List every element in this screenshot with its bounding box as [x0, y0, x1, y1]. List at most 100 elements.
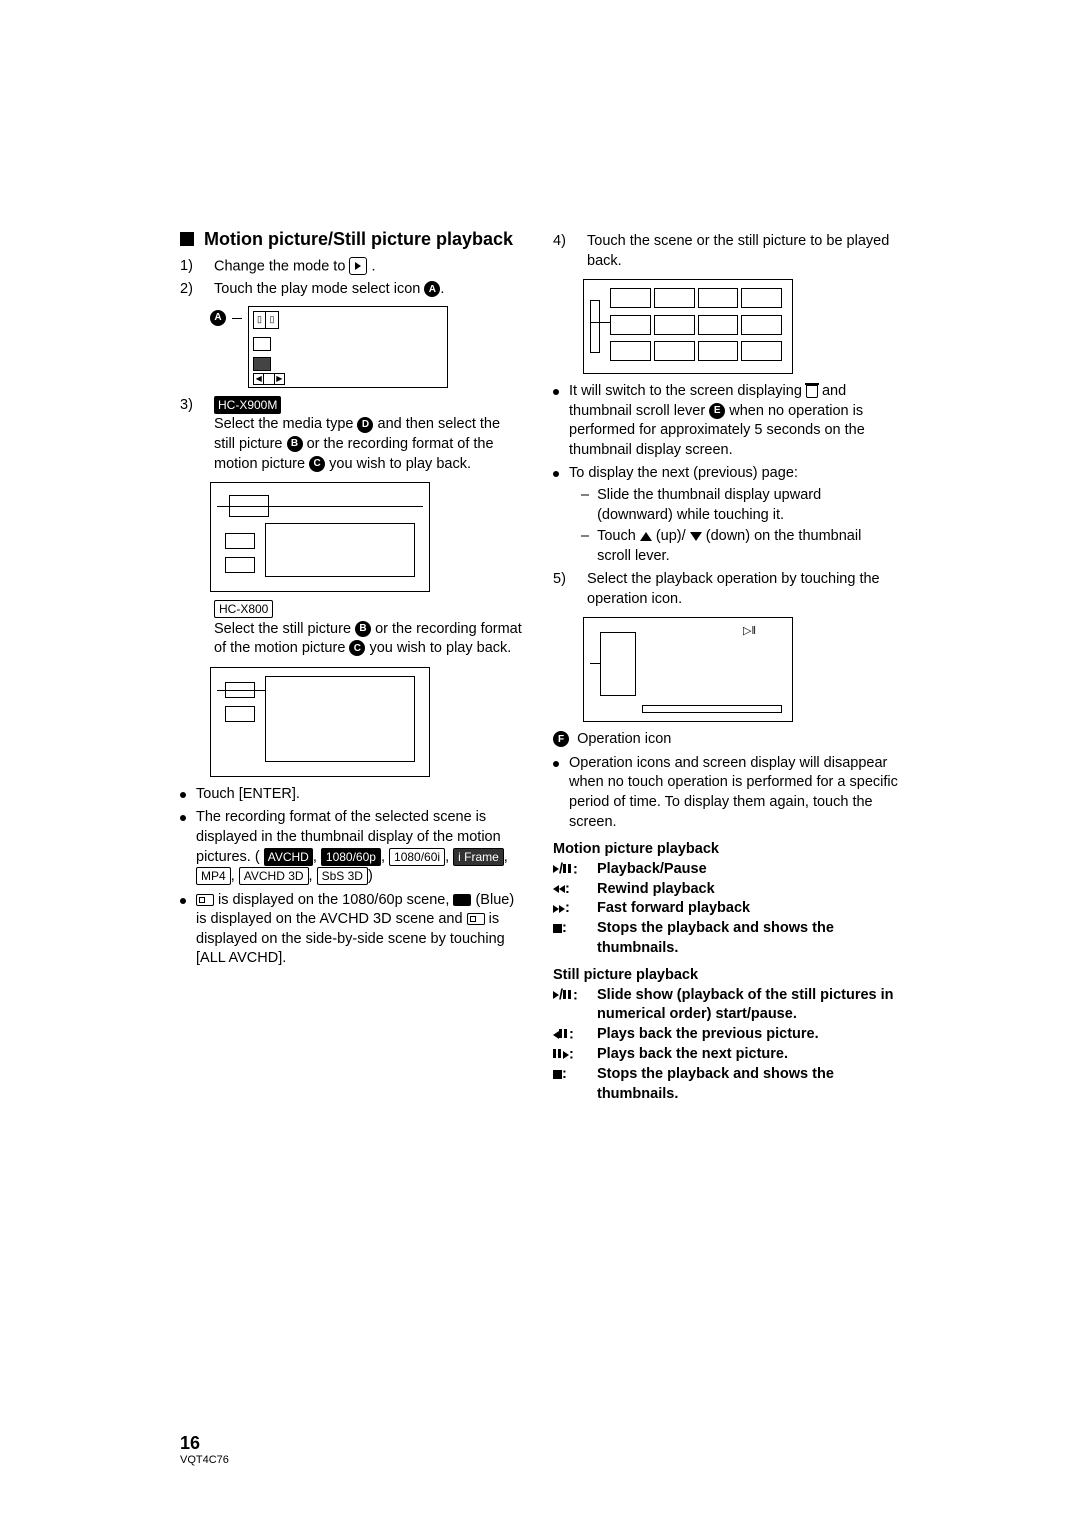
- ref-letter-b-icon: B: [287, 436, 303, 452]
- step-number: 4): [553, 232, 571, 271]
- page-footer: 16 VQT4C76: [180, 1433, 229, 1466]
- bullet-recording-format: The recording format of the selected sce…: [180, 808, 525, 886]
- op-icon-label-row: F Operation icon: [553, 730, 898, 750]
- ref-letter-b-icon: B: [355, 621, 371, 637]
- scene-icon-1080-60p: [196, 894, 214, 906]
- diagram-thumbnail-grid: [583, 279, 793, 374]
- sp-stop: Stops the playback and shows the thumbna…: [597, 1065, 898, 1104]
- step-1: 1) Change the mode to .: [180, 257, 525, 277]
- sp-next: Plays back the next picture.: [597, 1045, 898, 1065]
- step-number: 5): [553, 570, 571, 609]
- bullet-dot-icon: [180, 792, 186, 798]
- mp-rewind: Rewind playback: [597, 880, 898, 900]
- step-2-text-b: .: [440, 281, 444, 297]
- ref-letter-c-icon: C: [349, 640, 365, 656]
- ref-letter-a-icon: A: [424, 281, 440, 297]
- badge-mp4: MP4: [196, 867, 231, 885]
- step-2: 2) Touch the play mode select icon A.: [180, 280, 525, 300]
- play-pause-icon: /:: [553, 986, 589, 1025]
- touch-up-b: (up)/: [656, 528, 686, 544]
- step-4-text: Touch the scene or the still picture to …: [587, 232, 898, 271]
- step-2-text-a: Touch the play mode select icon: [214, 281, 424, 297]
- bullet-dot-icon: [553, 761, 559, 767]
- rec-format-text-b: ): [368, 868, 373, 884]
- sp-prev: Plays back the previous picture.: [597, 1025, 898, 1045]
- op-icons-text: Operation icons and screen display will …: [569, 754, 898, 832]
- model2-text-a: Select the still picture: [214, 621, 355, 637]
- step-3: 3) HC-X900M Select the media type D and …: [180, 396, 525, 474]
- badge-1080-60i: 1080/60i: [389, 848, 445, 866]
- ref-letter-e-icon: E: [709, 403, 725, 419]
- dash-slide: – Slide the thumbnail display upward (do…: [581, 486, 898, 525]
- step-3-text-a: Select the media type: [214, 416, 357, 432]
- diagram-media-select-x800: [210, 667, 430, 777]
- touch-up-a: Touch: [597, 528, 640, 544]
- scene-icon-avchd3d-blue: [453, 894, 471, 906]
- section-title: Motion picture/Still picture playback: [204, 228, 513, 251]
- step-5: 5) Select the playback operation by touc…: [553, 570, 898, 609]
- still-picture-ops: Still picture playback /: Slide show (pl…: [553, 966, 898, 1104]
- bullet-dot-icon: [553, 471, 559, 477]
- model2-text-c: you wish to play back.: [369, 640, 511, 656]
- next-picture-icon: :: [553, 1045, 589, 1065]
- sp-heading: Still picture playback: [553, 966, 898, 986]
- mp-playpause: Playback/Pause: [597, 860, 898, 880]
- square-bullet-icon: [180, 232, 194, 246]
- stop-icon: :: [553, 919, 589, 958]
- rewind-icon: :: [553, 880, 589, 900]
- page-content: Motion picture/Still picture playback 1)…: [180, 228, 900, 1104]
- badge-sbs3d: SbS 3D: [317, 867, 368, 885]
- badge-avchd3d: AVCHD 3D: [239, 867, 309, 885]
- section-heading: Motion picture/Still picture playback: [180, 228, 525, 251]
- ref-letter-f-icon: F: [553, 731, 569, 747]
- page-number: 16: [180, 1433, 229, 1454]
- badge-iframe: i Frame: [453, 848, 504, 866]
- motion-picture-ops: Motion picture playback /: Playback/Paus…: [553, 840, 898, 958]
- step-4: 4) Touch the scene or the still picture …: [553, 232, 898, 271]
- mp-ff: Fast forward playback: [597, 899, 898, 919]
- bullet-dot-icon: [180, 815, 186, 821]
- bullet-touch-enter: Touch [ENTER].: [180, 785, 525, 805]
- touch-enter-text: Touch [ENTER].: [196, 785, 525, 805]
- scene-text-a: is displayed on the 1080/60p scene,: [218, 892, 453, 908]
- badge-1080-60p: 1080/60p: [321, 848, 381, 866]
- triangle-down-icon: [690, 532, 702, 541]
- diagram-operation-icon: ▷‖: [583, 617, 793, 722]
- slide-text: Slide the thumbnail display upward (down…: [597, 486, 898, 525]
- bullet-scene-icons: is displayed on the 1080/60p scene, (Blu…: [180, 891, 525, 969]
- playback-mode-icon: [349, 257, 367, 276]
- triangle-up-icon: [640, 532, 652, 541]
- ref-letter-c-icon: C: [309, 456, 325, 472]
- model-badge: HC-X900M: [214, 396, 281, 414]
- step-3-text-d: you wish to play back.: [329, 456, 471, 472]
- bullet-op-icons-text: Operation icons and screen display will …: [553, 754, 898, 832]
- bullet-switch-screen: It will switch to the screen displaying …: [553, 382, 898, 460]
- diagram-play-mode-select: ▯ ▯ ◀ ▶: [248, 306, 448, 388]
- ref-letter-a-icon: A: [210, 310, 226, 326]
- step-number: 3): [180, 396, 198, 474]
- left-column: Motion picture/Still picture playback 1)…: [180, 228, 525, 1104]
- scene-icon-sbs: [467, 913, 485, 925]
- dash-touch-up-down: – Touch (up)/ (down) on the thumbnail sc…: [581, 527, 898, 566]
- switch-text-a: It will switch to the screen displaying: [569, 383, 806, 399]
- step-1-text: Change the mode to: [214, 258, 349, 274]
- ref-letter-d-icon: D: [357, 417, 373, 433]
- step-number: 2): [180, 280, 198, 300]
- next-page-text: To display the next (previous) page:: [569, 465, 798, 481]
- trash-icon: [806, 385, 818, 398]
- right-column: 4) Touch the scene or the still picture …: [553, 228, 898, 1104]
- play-pause-icon: /:: [553, 860, 589, 880]
- bullet-dot-icon: [180, 898, 186, 904]
- bullet-dot-icon: [553, 389, 559, 395]
- op-icon-label: Operation icon: [577, 731, 671, 747]
- fast-forward-icon: :: [553, 899, 589, 919]
- stop-icon: :: [553, 1065, 589, 1104]
- badge-avchd: AVCHD: [264, 848, 313, 866]
- step-number: 1): [180, 257, 198, 277]
- diagram-media-select-x900m: [210, 482, 430, 592]
- mp-heading: Motion picture playback: [553, 840, 898, 860]
- mp-stop: Stops the playback and shows the thumbna…: [597, 919, 898, 958]
- bullet-next-page: To display the next (previous) page: – S…: [553, 464, 898, 566]
- prev-picture-icon: :: [553, 1025, 589, 1045]
- sp-slide: Slide show (playback of the still pictur…: [597, 986, 898, 1025]
